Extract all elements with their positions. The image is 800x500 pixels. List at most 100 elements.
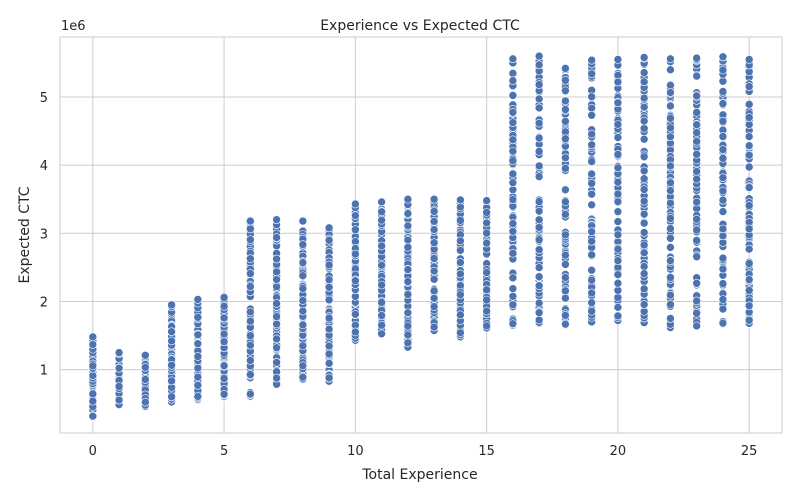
data-point xyxy=(114,363,124,373)
data-point xyxy=(639,53,649,62)
data-point xyxy=(639,77,649,87)
data-point xyxy=(613,303,623,312)
data-point xyxy=(718,207,728,216)
data-point xyxy=(272,233,281,242)
data-point xyxy=(587,129,596,139)
data-point xyxy=(534,272,544,282)
data-point xyxy=(587,69,596,79)
data-point xyxy=(613,207,623,216)
data-point xyxy=(377,280,386,290)
data-point xyxy=(692,236,701,245)
data-point xyxy=(403,242,413,252)
data-point xyxy=(534,206,544,216)
data-point xyxy=(508,227,518,236)
data-point xyxy=(718,145,728,154)
data-point xyxy=(613,197,623,206)
data-point xyxy=(246,340,255,350)
data-point xyxy=(718,65,728,75)
data-point xyxy=(193,330,203,340)
data-point xyxy=(744,162,754,172)
data-point xyxy=(561,86,570,96)
data-point xyxy=(508,169,518,179)
data-point xyxy=(219,313,229,323)
data-point xyxy=(744,286,754,295)
data-point xyxy=(246,254,255,264)
data-point xyxy=(718,264,728,274)
data-point xyxy=(508,284,518,293)
data-point xyxy=(639,284,649,294)
data-point xyxy=(639,185,649,194)
data-point xyxy=(403,308,413,318)
data-point xyxy=(88,396,98,406)
data-point xyxy=(272,215,281,224)
data-point xyxy=(246,356,255,365)
data-point xyxy=(692,128,701,137)
data-point xyxy=(141,363,150,372)
data-point xyxy=(219,337,229,347)
data-point xyxy=(298,361,308,371)
data-point xyxy=(298,296,308,305)
data-point xyxy=(193,339,203,348)
data-point xyxy=(272,319,281,329)
data-point xyxy=(666,101,675,111)
data-point xyxy=(324,359,334,368)
data-point xyxy=(508,69,518,78)
data-point xyxy=(692,137,701,146)
data-point xyxy=(613,133,623,142)
data-point xyxy=(377,329,386,339)
data-point xyxy=(744,141,754,150)
data-point xyxy=(613,189,623,199)
data-point xyxy=(377,197,386,207)
y-tick-label: 4 xyxy=(40,159,48,174)
data-point xyxy=(351,309,360,319)
data-point xyxy=(456,290,465,300)
data-point xyxy=(666,161,675,171)
data-point xyxy=(508,319,518,328)
data-point xyxy=(324,235,334,245)
data-point xyxy=(482,208,491,217)
data-point xyxy=(666,178,675,188)
data-point xyxy=(456,269,465,279)
data-point xyxy=(534,215,544,225)
data-point xyxy=(744,150,754,160)
data-point xyxy=(246,235,255,244)
data-point xyxy=(587,140,596,150)
data-point xyxy=(534,235,544,245)
data-point xyxy=(324,313,334,323)
data-point xyxy=(534,245,544,254)
data-point xyxy=(639,196,649,206)
data-point xyxy=(639,248,649,258)
data-point xyxy=(587,55,596,65)
data-point xyxy=(534,263,544,272)
data-point xyxy=(403,221,413,231)
data-point xyxy=(246,307,255,317)
data-point xyxy=(718,116,728,126)
data-point xyxy=(298,341,308,351)
data-point xyxy=(167,300,176,310)
data-point xyxy=(272,254,281,264)
data-point xyxy=(639,93,649,103)
data-point xyxy=(744,132,754,141)
data-point xyxy=(377,207,386,217)
data-point xyxy=(613,98,623,108)
data-point xyxy=(692,308,701,318)
data-point xyxy=(508,146,518,156)
data-point xyxy=(666,54,675,64)
data-point xyxy=(534,172,544,181)
data-point xyxy=(639,166,649,176)
data-point xyxy=(141,375,150,384)
data-point xyxy=(639,228,649,237)
data-point xyxy=(692,321,701,331)
y-tick-label: 3 xyxy=(40,227,48,242)
data-point xyxy=(639,152,649,162)
data-points xyxy=(88,51,754,422)
data-point xyxy=(482,295,491,305)
data-point xyxy=(692,225,701,235)
data-point xyxy=(692,120,701,129)
data-point xyxy=(613,278,623,288)
data-point xyxy=(639,134,649,144)
data-point xyxy=(482,285,491,295)
data-point xyxy=(666,273,675,282)
data-point xyxy=(193,392,203,401)
data-point xyxy=(534,223,544,232)
